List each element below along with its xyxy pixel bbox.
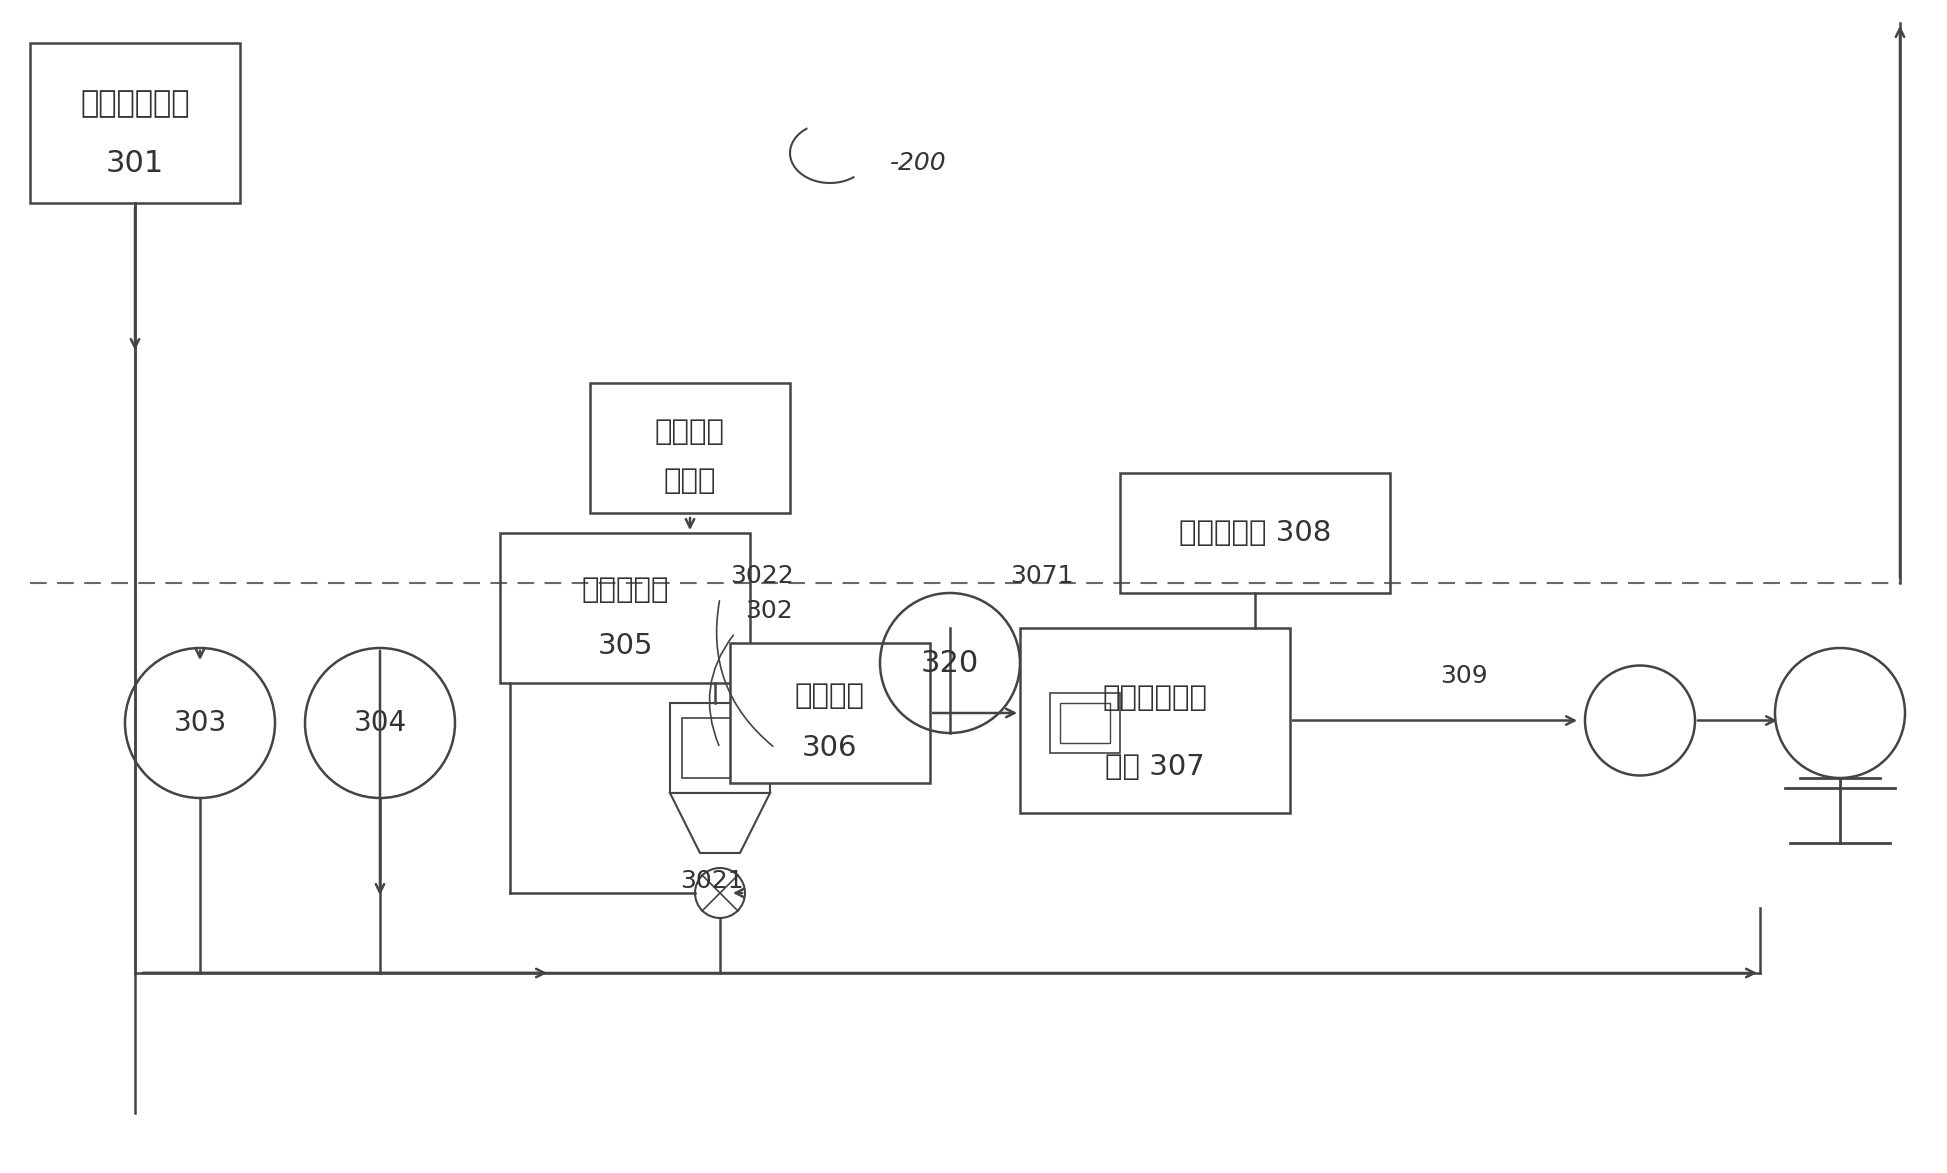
Text: 惰性气体检测: 惰性气体检测 xyxy=(1102,684,1207,712)
Text: 装置 307: 装置 307 xyxy=(1106,753,1205,781)
Text: -200: -200 xyxy=(890,151,946,175)
Text: 309: 309 xyxy=(1441,664,1488,689)
Bar xyxy=(670,703,769,793)
Text: 第一处理器: 第一处理器 xyxy=(582,576,668,604)
Text: 3021: 3021 xyxy=(680,869,744,893)
Text: 305: 305 xyxy=(598,631,652,659)
Bar xyxy=(29,43,239,203)
Bar xyxy=(1059,703,1110,743)
Bar xyxy=(500,533,750,683)
Bar xyxy=(590,384,790,513)
Bar xyxy=(1120,473,1390,594)
Bar xyxy=(730,643,931,784)
Text: 301: 301 xyxy=(105,149,164,177)
Text: 306: 306 xyxy=(802,734,859,762)
Text: 率信号: 率信号 xyxy=(664,467,716,495)
Bar xyxy=(1049,693,1120,753)
Text: 303: 303 xyxy=(173,708,226,737)
Text: 样品控制装置: 样品控制装置 xyxy=(80,89,189,118)
Text: 320: 320 xyxy=(921,649,979,678)
Text: 3022: 3022 xyxy=(730,564,794,588)
Text: 第二处理器 308: 第二处理器 308 xyxy=(1178,518,1332,547)
Text: 3071: 3071 xyxy=(1010,564,1073,588)
Text: 302: 302 xyxy=(746,599,792,623)
Polygon shape xyxy=(670,793,769,853)
Bar xyxy=(681,718,757,778)
Text: 304: 304 xyxy=(354,708,407,737)
Text: 碘过滤器: 碘过滤器 xyxy=(794,683,864,710)
Bar xyxy=(1020,628,1291,813)
Text: 反应堆功: 反应堆功 xyxy=(654,419,724,447)
